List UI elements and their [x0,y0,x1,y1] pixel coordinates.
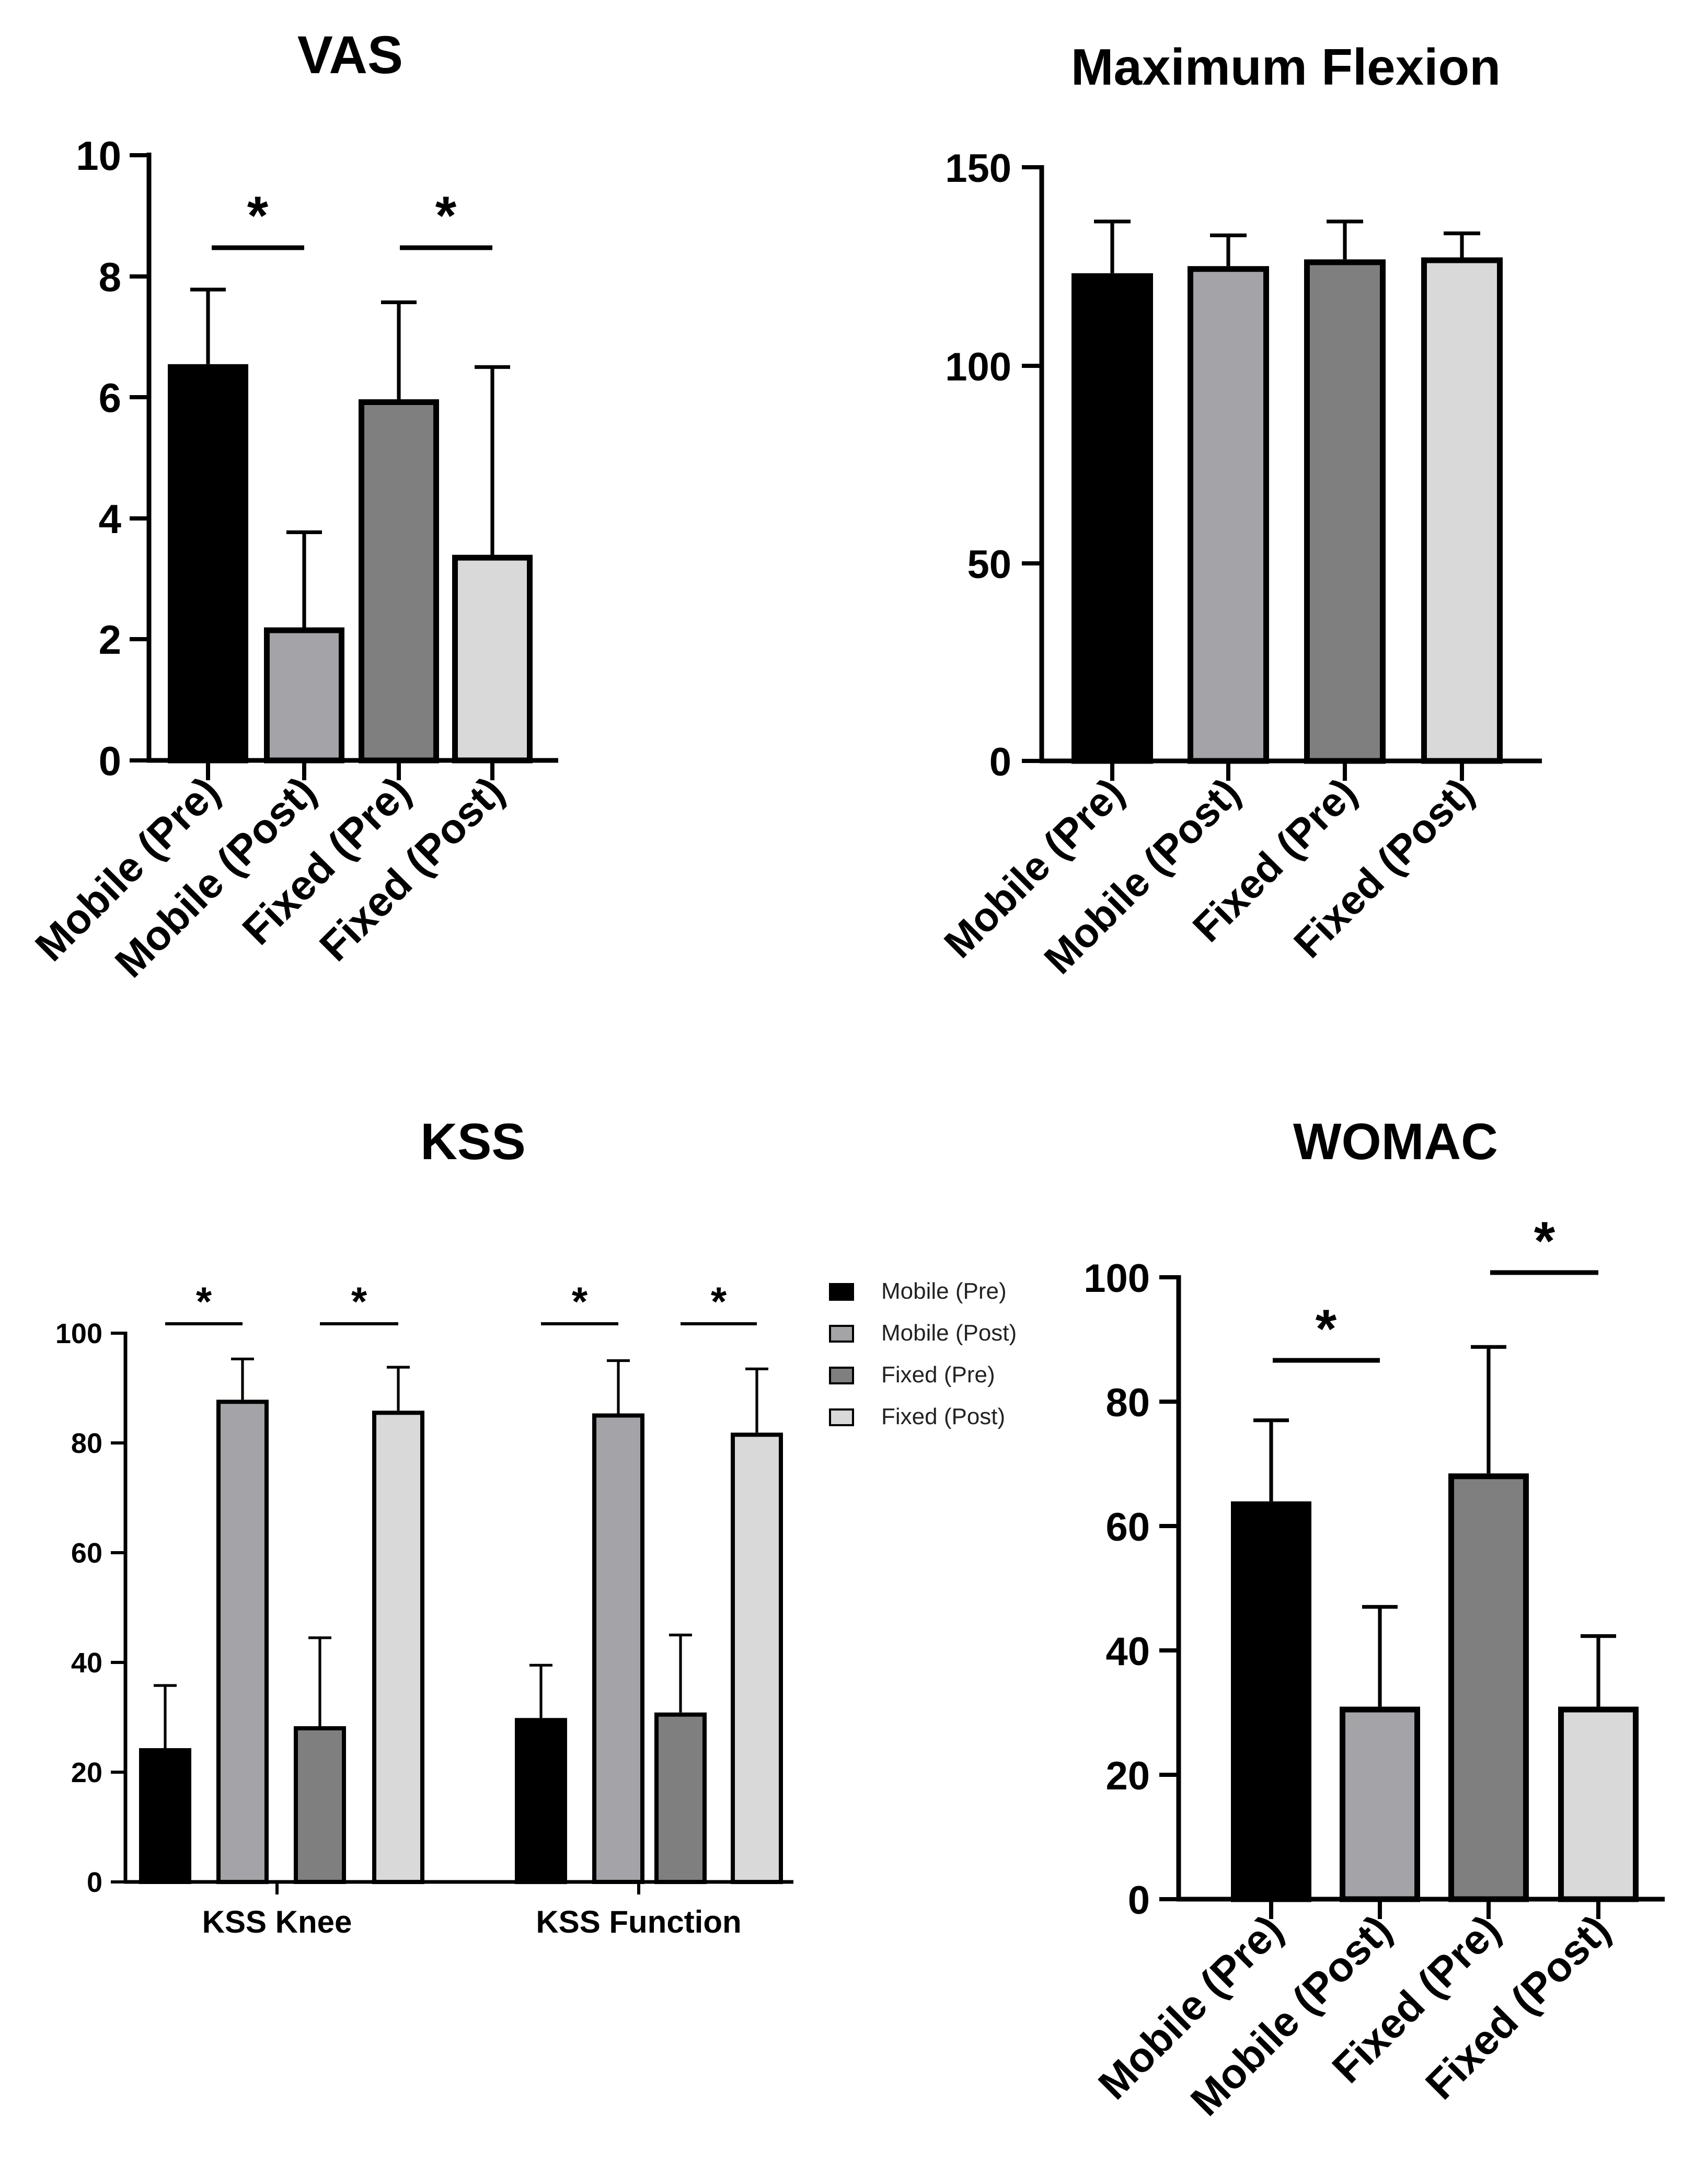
kss-bar-mobile-pre [139,1748,191,1884]
vas-ytick-label: 10 [76,133,121,179]
legend-label: Fixed (Pre) [881,1362,995,1388]
legend-label: Mobile (Pre) [881,1278,1007,1304]
womac-bar-fixed-pre [1448,1473,1529,1902]
kss-title: KSS [420,1113,526,1170]
flex-ytick-label: 0 [989,740,1011,784]
flex-title: Maximum Flexion [1071,38,1501,96]
legend-swatch-fixed-pre [829,1367,854,1384]
vas-panel: VAS 0 2 4 6 8 10 Mobile (Pre) Mobile (Po… [26,25,558,986]
kss-significance-star: * [572,1278,588,1324]
womac-bar-mobile-pre [1231,1501,1311,1902]
womac-significance: * * [1273,1211,1598,1363]
kss-bar-mobile-pre [515,1718,567,1885]
vas-bar-mobile-post [264,627,344,764]
flex-category-labels: Mobile (Pre) Mobile (Post) Fixed (Pre) F… [935,769,1482,983]
womac-ytick-label: 20 [1105,1754,1150,1798]
kss-bars [139,1357,783,1885]
womac-significance-star: * [1534,1211,1555,1272]
vas-category-labels: Mobile (Pre) Mobile (Post) Fixed (Pre) F… [26,768,513,986]
kss-legend: Mobile (Pre) Mobile (Post) Fixed (Pre) F… [829,1278,1017,1429]
legend-label: Fixed (Post) [881,1404,1005,1429]
flex-bar-mobile-pre [1071,273,1153,764]
flex-ytick-label: 50 [967,542,1011,587]
kss-significance: * * * * [165,1278,757,1325]
flex-bar-fixed-post [1421,257,1503,764]
vas-ytick-label: 4 [99,496,121,542]
kss-ytick-label: 40 [71,1647,102,1679]
kss-significance-star: * [711,1278,727,1324]
womac-yaxis: 0 20 40 60 80 100 [1084,1256,1181,1923]
kss-bar-fixed-pre [294,1726,346,1884]
womac-bar-fixed-post [1558,1706,1639,1902]
kss-ytick-label: 20 [71,1757,102,1788]
vas-title: VAS [297,25,403,85]
womac-bars [1231,1345,1639,1902]
kss-group-label: KSS Function [536,1904,741,1939]
vas-ytick-label: 8 [99,254,121,300]
vas-significance-star: * [247,186,269,246]
vas-bar-fixed-post [452,554,533,764]
kss-bar-fixed-post [372,1411,424,1885]
vas-bars [168,287,533,764]
vas-ytick-label: 6 [99,375,121,421]
womac-panel: WOMAC 0 20 40 60 80 100 Mobile (Pre) Mob… [1084,1113,1665,2124]
flex-ytick-label: 150 [945,146,1011,191]
kss-bar-fixed-post [731,1432,783,1885]
vas-yaxis: 0 2 4 6 8 10 [76,133,152,784]
womac-ytick-label: 100 [1084,1256,1150,1301]
kss-yaxis: 0 20 40 60 80 100 [55,1318,128,1898]
kss-ytick-label: 100 [55,1318,102,1349]
vas-significance-star: * [435,186,457,246]
vas-xticks [206,760,494,780]
legend-swatch-mobile-post [829,1325,854,1343]
vas-bar-fixed-pre [359,399,439,764]
womac-category-labels: Mobile (Pre) Mobile (Post) Fixed (Pre) F… [1089,1906,1619,2124]
kss-bar-mobile-post [592,1413,644,1884]
vas-significance: * * [212,186,492,250]
kss-bar-mobile-post [216,1400,269,1885]
legend-label: Mobile (Post) [881,1320,1017,1346]
legend-swatch-fixed-post [829,1408,854,1426]
womac-ytick-label: 40 [1105,1630,1150,1674]
womac-ytick-label: 60 [1105,1505,1150,1550]
kss-ytick-label: 0 [87,1867,102,1898]
vas-ytick-label: 0 [99,738,121,784]
womac-significance-star: * [1316,1299,1337,1359]
flex-panel: Maximum Flexion 0 50 100 150 Mobile (Pre… [935,38,1542,983]
kss-significance-star: * [351,1278,367,1324]
womac-ytick-label: 80 [1105,1381,1150,1425]
kss-significance-star: * [196,1278,212,1324]
womac-title: WOMAC [1293,1113,1498,1170]
kss-panel: KSS 0 20 40 60 80 100 KSS Knee KSS Funct… [55,1113,1017,1939]
womac-bar-mobile-post [1340,1706,1420,1902]
flex-ytick-label: 100 [945,345,1011,389]
flex-bar-fixed-pre [1304,259,1386,764]
flex-category-label: Mobile (Post) [1035,769,1249,983]
flex-yaxis: 0 50 100 150 [945,146,1044,784]
womac-ytick-label: 0 [1128,1878,1150,1923]
legend-swatch-mobile-pre [829,1283,854,1301]
flex-bar-mobile-post [1188,266,1269,764]
flex-bars [1071,219,1503,764]
vas-ytick-label: 2 [99,617,121,663]
kss-ytick-label: 80 [71,1428,102,1459]
flex-xticks [1110,761,1464,781]
womac-xticks [1269,1899,1600,1919]
kss-bar-fixed-pre [654,1712,707,1885]
vas-bar-mobile-pre [168,364,248,764]
kss-ytick-label: 60 [71,1538,102,1569]
kss-group-label: KSS Knee [202,1904,352,1939]
